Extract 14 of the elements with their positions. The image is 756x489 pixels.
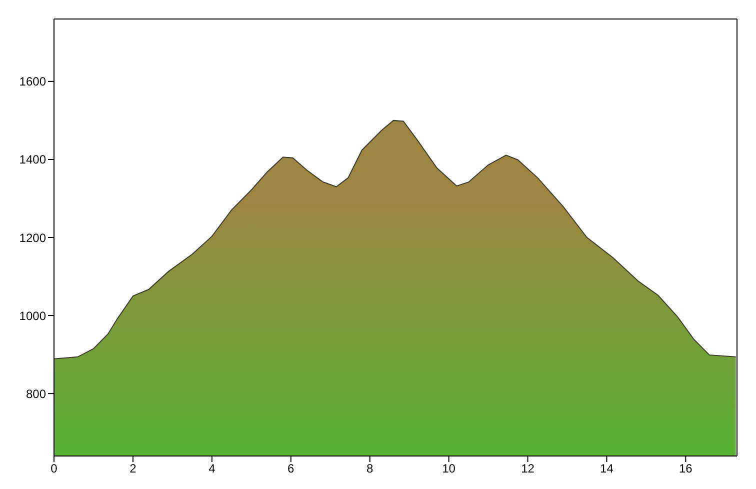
x-tick-label: 14 [600, 462, 614, 476]
y-tick-label: 1600 [19, 74, 46, 89]
x-tick-label: 8 [366, 462, 374, 476]
x-tick-label: 0 [50, 462, 58, 476]
x-tick-label: 2 [130, 462, 137, 476]
y-tick-label: 800 [26, 386, 46, 401]
x-tick-label: 10 [442, 462, 456, 476]
x-tick-label: 4 [208, 462, 216, 476]
y-tick-label: 1400 [19, 152, 46, 167]
x-tick-label: 16 [678, 462, 693, 476]
y-tick-label: 1000 [19, 308, 46, 323]
y-tick-label: 1200 [19, 230, 46, 245]
x-tick-label: 6 [288, 462, 295, 476]
x-tick-label: 12 [521, 462, 535, 476]
